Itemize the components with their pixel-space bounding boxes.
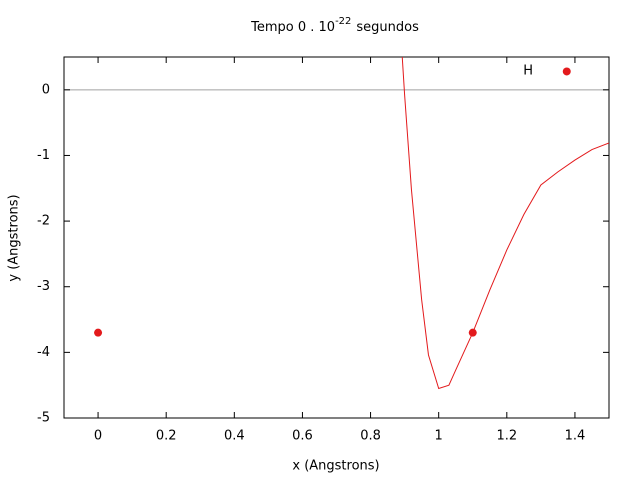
point [562, 67, 571, 76]
plot-area [94, 57, 609, 390]
x-tick-label: 1.2 [496, 429, 517, 444]
x-axis-label: x (Angstrons) [292, 459, 379, 474]
title-suffix: segundos [356, 20, 419, 35]
y-tick-label: -5 [37, 411, 50, 426]
y-tick-label: -1 [37, 148, 50, 163]
point [94, 328, 103, 337]
x-tick-label: 0 [94, 429, 102, 444]
x-tick-label: 0.2 [156, 429, 177, 444]
y-axis-label: y (Angstrons) [7, 194, 22, 281]
x-tick-label: 1 [435, 429, 443, 444]
y-tick-label: 0 [42, 82, 50, 97]
x-tick-label: 0.4 [224, 429, 245, 444]
chart-title: Tempo 0 . 10-22 segundos [250, 16, 419, 35]
legend-label: H [523, 64, 533, 79]
curve [401, 57, 609, 390]
title-superscript: -22 [335, 16, 351, 27]
y-tick-label: -3 [37, 279, 50, 294]
x-tick-label: 0.8 [360, 429, 381, 444]
x-tick-label: 1.4 [565, 429, 586, 444]
y-tick-label: -2 [37, 214, 50, 229]
plot-frame [63, 56, 610, 419]
y-tick-label: -4 [37, 345, 50, 360]
x-tick-label: 0.6 [292, 429, 313, 444]
title-text: Tempo 0 . 10 [250, 20, 335, 35]
